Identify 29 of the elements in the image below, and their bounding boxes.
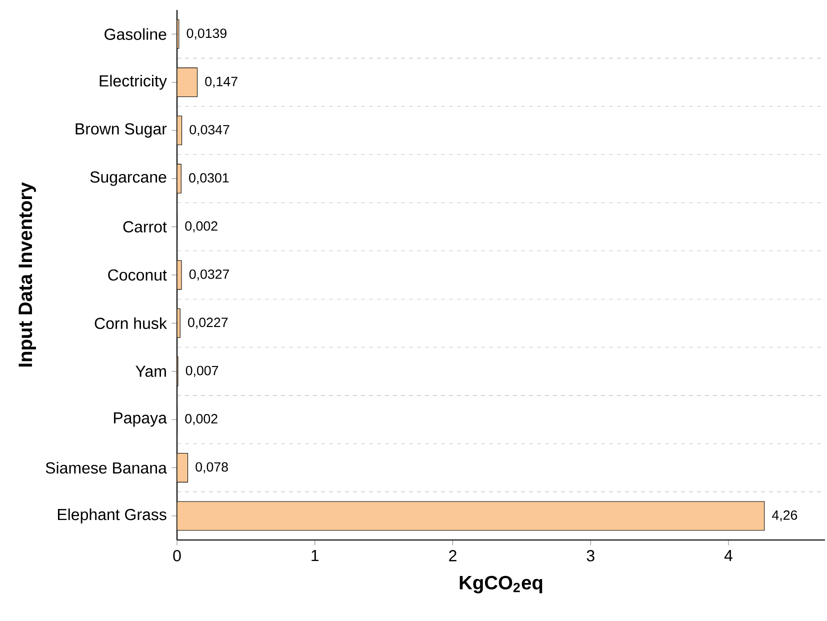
y-tick-label: Coconut xyxy=(108,269,167,281)
data-label: 0,078 xyxy=(196,462,228,474)
data-label: 0,002 xyxy=(185,414,218,426)
y-tick-label: Gasoline xyxy=(104,28,166,40)
data-label: 0,007 xyxy=(186,366,218,377)
data-label: 0,0139 xyxy=(186,28,226,40)
x-axis-title: KgCO$_{2}$eq xyxy=(460,576,542,594)
y-axis-title: Input Data Inventory xyxy=(18,182,36,367)
y-tick-label: Papaya xyxy=(114,412,167,427)
x-tick-label: 4 xyxy=(724,550,732,562)
y-tick-label: Sugarcane xyxy=(90,171,166,186)
data-label: 0,0301 xyxy=(189,173,229,184)
y-tick-label: Carrot xyxy=(123,221,167,232)
data-label: 0,0227 xyxy=(188,318,228,329)
y-tick-label: Siamese Banana xyxy=(46,462,167,474)
data-label: 4,26 xyxy=(772,510,798,522)
x-tick-label: 1 xyxy=(312,550,319,562)
data-label: 0,0327 xyxy=(189,269,229,281)
y-tick-label: Brown Sugar xyxy=(76,123,167,138)
y-tick-label: Yam xyxy=(136,366,166,377)
y-tick-label: Elephant Grass xyxy=(58,508,166,524)
y-tick-label: Electricity xyxy=(100,74,167,90)
x-tick-label: 0 xyxy=(173,550,181,562)
x-tick-label: 3 xyxy=(586,550,594,562)
data-label: 0,002 xyxy=(185,221,218,232)
data-label: 0,147 xyxy=(205,76,238,88)
data-label: 0,0347 xyxy=(190,124,230,136)
y-tick-label: Corn husk xyxy=(94,317,167,330)
x-tick-label: 2 xyxy=(449,550,456,562)
